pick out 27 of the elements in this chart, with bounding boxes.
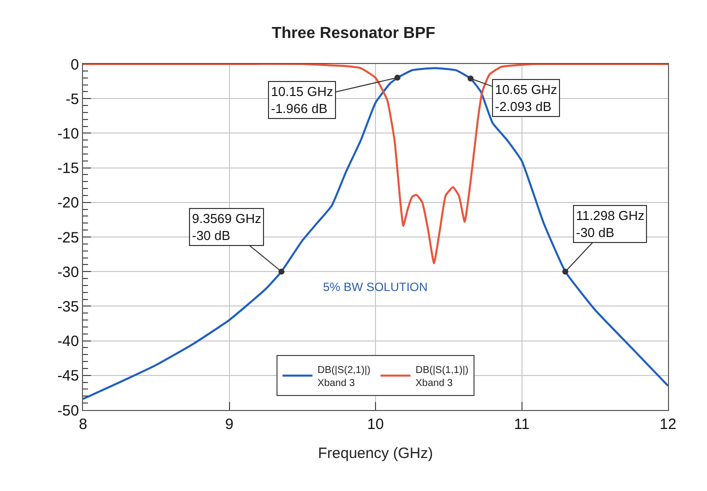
annotation: 5% BW SOLUTION xyxy=(323,280,428,294)
x-tick-label: 12 xyxy=(660,416,676,433)
y-tick-label: -20 xyxy=(57,194,79,212)
y-tick-label: -15 xyxy=(57,160,79,178)
line-series xyxy=(83,64,668,264)
annotation: 10.65 GHz -2.093 dB xyxy=(495,82,558,114)
y-tick-label: -25 xyxy=(57,229,79,246)
x-tick-label: 9 xyxy=(225,416,234,433)
y-tick-label: -35 xyxy=(57,298,79,316)
y-tick-label: 0 xyxy=(70,56,79,74)
annotation: 10.15 GHz -1.966 dB xyxy=(271,84,334,116)
y-tick-label: -45 xyxy=(57,368,79,385)
y-tick-label: -40 xyxy=(57,333,79,350)
y-tick-label: -30 xyxy=(57,264,79,281)
legend-label: DB(|S(2,1)|) Xband 3 xyxy=(318,365,370,390)
annotation: 11.298 GHz -30 dB xyxy=(576,208,644,240)
line-series xyxy=(83,67,668,400)
x-axis-title: Frequency (GHz) xyxy=(318,445,434,462)
x-tick-label: 10 xyxy=(367,416,384,433)
x-tick-label: 8 xyxy=(78,416,88,433)
chart-title: Three Resonator BPF xyxy=(272,25,436,42)
legend-label: DB(|S(1,1)|) Xband 3 xyxy=(415,365,468,390)
annotation: 9.3569 GHz -30 dB xyxy=(192,211,262,243)
y-tick-label: -50 xyxy=(57,402,79,420)
y-tick-label: -10 xyxy=(57,125,79,142)
y-tick-label: -5 xyxy=(66,90,79,108)
x-tick-label: 11 xyxy=(514,416,530,433)
